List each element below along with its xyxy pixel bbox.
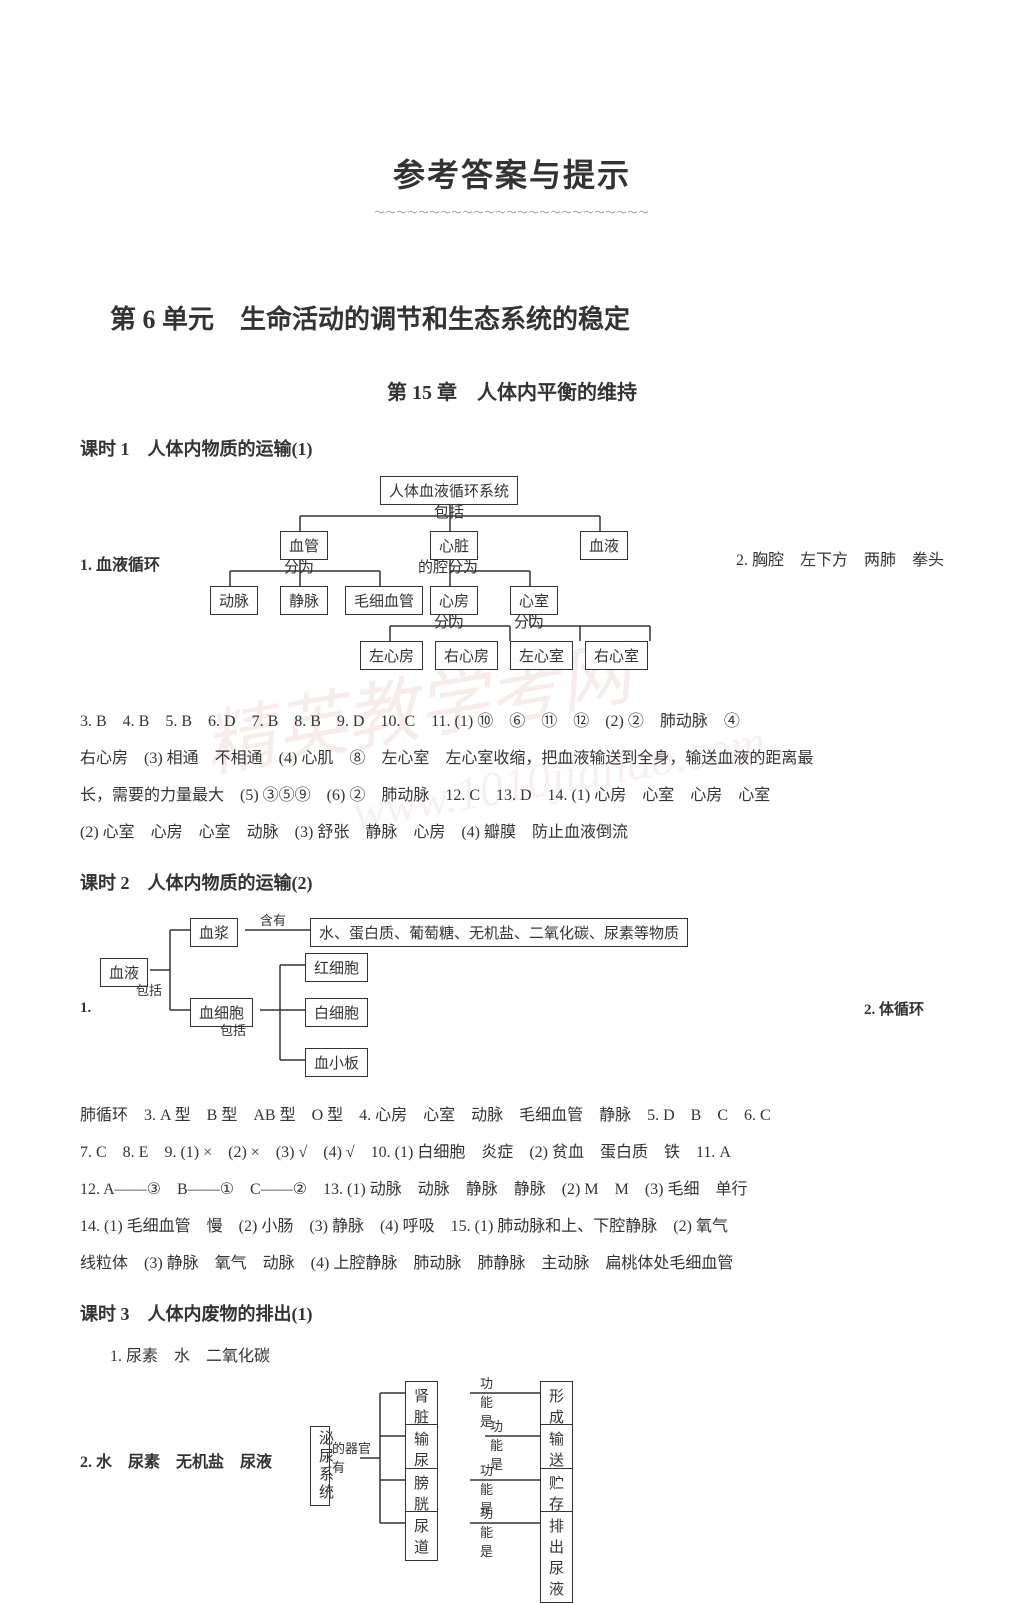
d1-r2-0: 动脉 bbox=[210, 586, 258, 615]
l2-ans2: 7. C 8. E 9. (1) × (2) × (3) √ (4) √ 10.… bbox=[80, 1137, 944, 1169]
d1-r3-0: 左心房 bbox=[360, 641, 423, 670]
lesson1-diagram: 1. 血液循环 2. 胸腔 左下方 两肺 拳头 bbox=[80, 476, 944, 686]
d1-r1-2: 血液 bbox=[580, 531, 628, 560]
d2-c2: 血小板 bbox=[305, 1048, 368, 1077]
title-decoration: ～～～～～～～～～～～～～～～～～～～～～～～～～ bbox=[80, 204, 944, 219]
d1-topsub: 包括 bbox=[434, 501, 464, 522]
d2-plasmalist: 水、蛋白质、葡萄糖、无机盐、二氧化碳、尿素等物质 bbox=[310, 918, 688, 947]
page-content: 参考答案与提示 ～～～～～～～～～～～～～～～～～～～～～～～～～ 第 6 单元… bbox=[80, 150, 944, 1548]
d3-f3: 排出尿液 bbox=[540, 1511, 573, 1603]
l2-ans3: 12. A——③ B——① C——② 13. (1) 动脉 动脉 静脉 静脉 (… bbox=[80, 1174, 944, 1206]
d3-root: 泌尿系统 bbox=[310, 1426, 330, 1506]
l2-ans4: 14. (1) 毛细血管 慢 (2) 小肠 (3) 静脉 (4) 呼吸 15. … bbox=[80, 1211, 944, 1243]
lesson2-title: 课时 2 人体内物质的运输(2) bbox=[80, 869, 944, 895]
d1-r3-2: 左心室 bbox=[510, 641, 573, 670]
l2-ans1: 肺循环 3. A 型 B 型 AB 型 O 型 4. 心房 心室 动脉 毛细血管… bbox=[80, 1100, 944, 1132]
l2-ans5: 线粒体 (3) 静脉 氧气 动脉 (4) 上腔静脉 肺动脉 肺静脉 主动脉 扁桃… bbox=[80, 1248, 944, 1280]
l3-q2: 2. 水 尿素 无机盐 尿液 bbox=[80, 1448, 272, 1472]
d1-r2s-0: 分为 bbox=[434, 611, 464, 632]
d1-r1s-0: 分为 bbox=[284, 556, 314, 577]
lesson3-title: 课时 3 人体内废物的排出(1) bbox=[80, 1300, 944, 1326]
l3-q1: 1. 尿素 水 二氧化碳 bbox=[110, 1341, 944, 1373]
d1-r2s-1: 分为 bbox=[514, 611, 544, 632]
l1-ans2: 右心房 (3) 相通 不相通 (4) 心肌 ⑧ 左心室 左心室收缩，把血液输送到… bbox=[80, 743, 944, 775]
l1-ans1: 3. B 4. B 5. B 6. D 7. B 8. B 9. D 10. C… bbox=[80, 706, 944, 738]
d2-rootsub: 包括 bbox=[136, 980, 162, 999]
d2-c1: 白细胞 bbox=[305, 998, 368, 1027]
d1-r3-3: 右心室 bbox=[585, 641, 648, 670]
l1-ans4: (2) 心室 心房 心室 动脉 (3) 舒张 静脉 心房 (4) 瓣膜 防止血液… bbox=[80, 817, 944, 849]
d2-plasmasub: 含有 bbox=[260, 910, 286, 929]
d2-plasma: 血浆 bbox=[190, 918, 238, 947]
d1-r2-1: 静脉 bbox=[280, 586, 328, 615]
d3-rootsub: 的器官有 bbox=[332, 1438, 382, 1476]
d3-fl3: 功能是 bbox=[480, 1503, 493, 1560]
l2-q2: 2. 体循环 bbox=[864, 998, 924, 1019]
unit-title: 第 6 单元 生命活动的调节和生态系统的稳定 bbox=[110, 299, 944, 336]
d1-r1s-1: 的腔分为 bbox=[418, 556, 478, 577]
d2-cellsub: 包括 bbox=[220, 1020, 246, 1039]
l1-ans3: 长，需要的力量最大 (5) ③⑤⑨ (6) ② 肺动脉 12. C 13. D … bbox=[80, 780, 944, 812]
d1-r3-1: 右心房 bbox=[435, 641, 498, 670]
l2-q1: 1. bbox=[80, 1000, 91, 1017]
chapter-title: 第 15 章 人体内平衡的维持 bbox=[80, 376, 944, 405]
d1-r2-2: 毛细血管 bbox=[345, 586, 423, 615]
lesson2-diagram: 1. 血液 包括 血浆 含有 水、蛋白质、葡萄糖、无机盐、二氧化碳、尿素等物质 … bbox=[80, 910, 944, 1080]
d2-c0: 红细胞 bbox=[305, 953, 368, 982]
d3-o3: 尿道 bbox=[405, 1511, 438, 1561]
lesson3-container: 2. 水 尿素 无机盐 尿液 泌尿系统 的器官有 肾脏 输尿管 膀胱 尿道 功能… bbox=[80, 1378, 944, 1548]
main-title: 参考答案与提示 bbox=[80, 150, 944, 196]
lesson1-title: 课时 1 人体内物质的运输(1) bbox=[80, 435, 944, 461]
